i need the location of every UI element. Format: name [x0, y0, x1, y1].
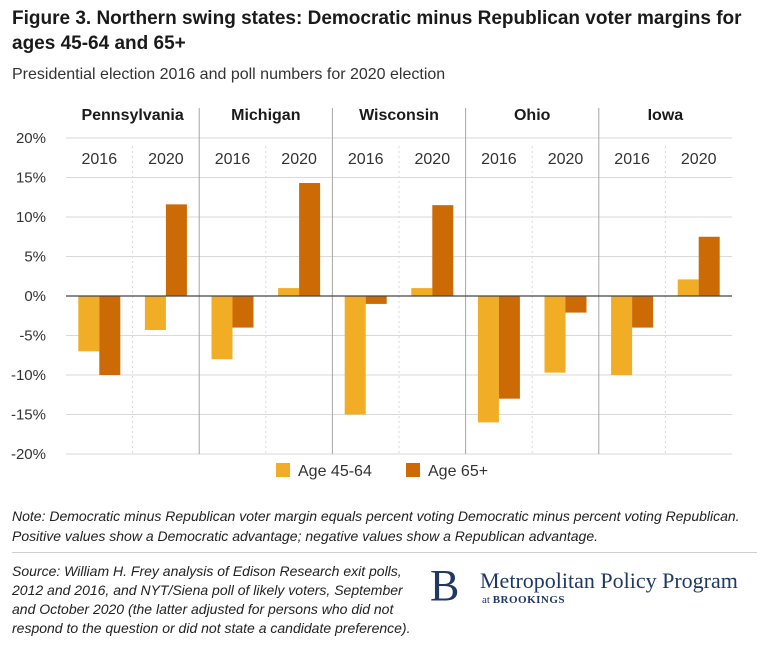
bar-age-65-plus — [432, 205, 454, 296]
legend-swatch-age-45-64 — [276, 463, 290, 477]
brookings-logo: B Metropolitan Policy Program at BROOKIN… — [430, 562, 760, 610]
bar-age-65-plus — [165, 204, 187, 296]
bar-age-65-plus — [698, 236, 720, 296]
chart-title: Figure 3. Northern swing states: Democra… — [12, 8, 742, 54]
bar-age-65-plus — [232, 296, 254, 328]
bar-chart: 20% 15% 10% 5% 0% -5% -10% -15% -20% Pennsylvania… — [11, 107, 732, 480]
legend-swatch-age-65-plus — [406, 463, 420, 477]
bar-age-45-64 — [611, 296, 633, 375]
chart-note: Note: Democratic minus Republican voter … — [12, 508, 740, 544]
bar-age-45-64 — [344, 296, 366, 415]
program-name: Metropolitan Policy Program — [480, 568, 738, 593]
bar-age-65-plus — [99, 296, 121, 375]
y-tick-label: -5% — [19, 328, 46, 345]
year-label: 2020 — [681, 151, 717, 168]
y-tick-label: 10% — [16, 209, 46, 226]
year-label: 2020 — [148, 151, 184, 168]
state-label: Iowa — [648, 107, 684, 124]
bar-age-65-plus — [365, 296, 387, 304]
bar-age-45-64 — [211, 296, 233, 360]
bar-age-45-64 — [477, 296, 499, 423]
year-label: 2020 — [548, 151, 584, 168]
state-label: Wisconsin — [359, 107, 439, 124]
y-tick-label: -15% — [11, 407, 46, 424]
legend-label-age-45-64: Age 45-64 — [298, 463, 372, 480]
bar-age-45-64 — [278, 288, 300, 296]
bar-age-45-64 — [677, 279, 699, 296]
y-tick-label: 20% — [16, 130, 46, 147]
y-tick-label: 0% — [24, 288, 46, 305]
legend-label-age-65-plus: Age 65+ — [428, 463, 488, 480]
affiliation-prefix: at — [482, 594, 490, 606]
bar-age-45-64 — [78, 296, 100, 352]
y-tick-label: -10% — [11, 367, 46, 384]
bar-age-45-64 — [144, 296, 166, 330]
state-label: Michigan — [231, 107, 300, 124]
divider-line — [12, 552, 757, 553]
state-label: Ohio — [514, 107, 551, 124]
year-label: 2016 — [348, 151, 384, 168]
year-label: 2020 — [415, 151, 451, 168]
year-label: 2020 — [281, 151, 317, 168]
bar-age-65-plus — [632, 296, 654, 328]
year-label: 2016 — [215, 151, 251, 168]
bar-age-65-plus — [498, 296, 520, 399]
y-tick-label: 5% — [24, 249, 46, 266]
bar-age-45-64 — [411, 288, 433, 296]
y-tick-label: -20% — [11, 446, 46, 463]
bar-age-65-plus — [565, 296, 587, 313]
bar-age-45-64 — [544, 296, 566, 373]
brookings-b-icon: B — [430, 561, 460, 610]
year-label: 2016 — [82, 151, 118, 168]
y-tick-label: 15% — [16, 170, 46, 187]
chart-subtitle: Presidential election 2016 and poll numb… — [12, 66, 446, 83]
chart-source: Source: William H. Frey analysis of Edis… — [12, 563, 411, 636]
state-label: Pennsylvania — [81, 107, 183, 124]
year-label: 2016 — [614, 151, 650, 168]
program-affiliation: at BROOKINGS — [482, 594, 565, 606]
year-label: 2016 — [481, 151, 517, 168]
bar-age-65-plus — [299, 183, 321, 296]
affiliation-org: BROOKINGS — [492, 594, 566, 606]
